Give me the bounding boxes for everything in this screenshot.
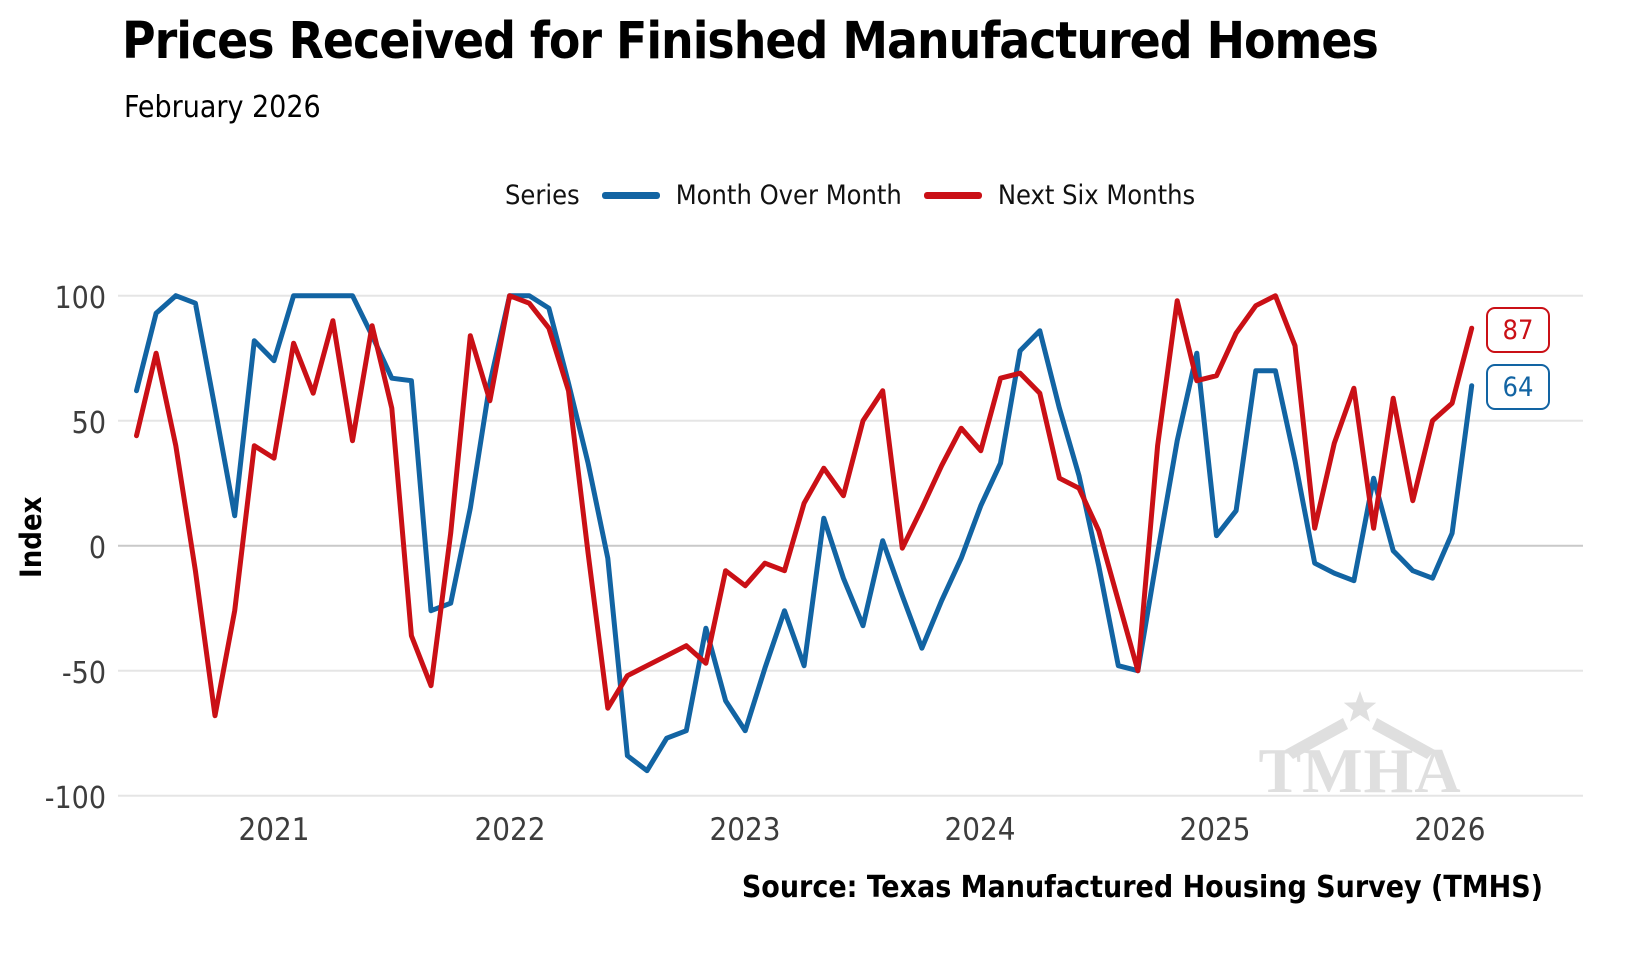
y-tick-100: 100 xyxy=(54,281,106,316)
legend-swatch-red xyxy=(923,192,982,199)
x-tick-2021: 2021 xyxy=(238,812,310,848)
y-tick-neg100: -100 xyxy=(44,781,106,816)
legend-title: Series xyxy=(505,180,580,211)
legend-item-next-six-months: Next Six Months xyxy=(923,180,1196,211)
watermark-roof-right xyxy=(1372,718,1435,759)
y-tick-50: 50 xyxy=(71,406,106,441)
legend-swatch-blue xyxy=(601,192,660,199)
y-tick-0: 0 xyxy=(88,531,106,566)
line-month-over-month xyxy=(134,293,1475,774)
source-note: Source: Texas Manufactured Housing Surve… xyxy=(741,870,1543,905)
line-next-six-months xyxy=(134,293,1475,719)
x-tick-2025: 2025 xyxy=(1179,812,1251,848)
legend-item-label: Month Over Month xyxy=(675,180,902,211)
x-tick-2024: 2024 xyxy=(944,812,1016,848)
legend: Series Month Over Month Next Six Months xyxy=(505,180,1195,211)
end-label-value: 87 xyxy=(1502,314,1534,346)
x-tick-2026: 2026 xyxy=(1414,812,1486,848)
x-tick-2022: 2022 xyxy=(474,812,546,848)
legend-item-month-over-month: Month Over Month xyxy=(601,180,902,211)
watermark-text: TMHA xyxy=(1258,735,1461,806)
chart-subtitle: February 2026 xyxy=(124,90,321,125)
y-tick-neg50: -50 xyxy=(61,656,106,691)
x-tick-2023: 2023 xyxy=(709,812,781,848)
tmha-watermark-logo: TMHA xyxy=(1258,691,1461,806)
end-label-month-over-month: 64 xyxy=(1486,364,1550,410)
watermark-star-icon xyxy=(1343,691,1377,722)
watermark-roof-left xyxy=(1285,718,1348,759)
end-label-value: 64 xyxy=(1502,371,1534,403)
end-label-next-six-months: 87 xyxy=(1486,307,1550,353)
series-lines xyxy=(134,293,1475,774)
legend-item-label: Next Six Months xyxy=(997,180,1196,211)
chart-title: Prices Received for Finished Manufacture… xyxy=(122,12,1379,71)
